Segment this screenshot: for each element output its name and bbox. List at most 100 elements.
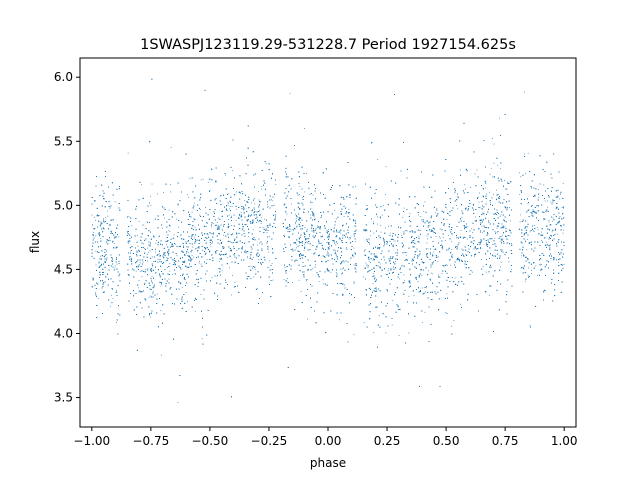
data-point bbox=[259, 242, 260, 244]
data-point bbox=[448, 249, 450, 251]
data-point bbox=[506, 188, 508, 190]
data-point bbox=[304, 243, 305, 245]
data-point bbox=[397, 305, 399, 307]
data-point bbox=[418, 214, 419, 216]
data-point bbox=[390, 268, 392, 269]
data-point bbox=[218, 261, 220, 262]
data-point bbox=[207, 234, 209, 236]
data-point bbox=[202, 178, 204, 180]
data-point bbox=[95, 235, 97, 237]
data-point bbox=[556, 206, 558, 208]
data-point bbox=[258, 221, 259, 223]
data-point bbox=[497, 165, 499, 167]
data-point bbox=[170, 191, 172, 193]
data-point bbox=[114, 267, 116, 269]
data-point bbox=[149, 250, 151, 252]
data-point bbox=[405, 254, 407, 256]
data-point bbox=[492, 138, 493, 139]
data-point bbox=[538, 197, 540, 199]
data-point bbox=[476, 169, 478, 171]
data-point bbox=[499, 117, 500, 119]
data-point bbox=[223, 254, 225, 255]
data-point bbox=[211, 226, 212, 228]
data-point bbox=[202, 250, 204, 252]
data-point bbox=[300, 291, 302, 292]
data-point bbox=[404, 231, 405, 233]
data-point bbox=[387, 270, 389, 272]
data-point bbox=[523, 267, 525, 269]
data-point bbox=[420, 216, 422, 217]
data-point bbox=[231, 215, 232, 217]
data-point bbox=[488, 220, 489, 221]
data-point bbox=[159, 260, 160, 262]
data-point bbox=[390, 256, 392, 257]
data-point bbox=[474, 173, 476, 175]
data-point bbox=[172, 259, 174, 261]
data-point bbox=[150, 316, 151, 318]
data-point bbox=[502, 238, 504, 240]
data-point bbox=[181, 251, 183, 253]
data-point bbox=[231, 242, 232, 243]
data-point bbox=[112, 298, 114, 299]
data-point bbox=[555, 208, 557, 210]
data-point bbox=[499, 266, 501, 268]
data-point bbox=[473, 248, 475, 250]
data-point bbox=[148, 252, 150, 253]
data-point bbox=[519, 194, 521, 196]
data-point bbox=[95, 251, 97, 252]
data-point bbox=[169, 231, 171, 233]
data-point bbox=[176, 254, 178, 256]
data-point bbox=[107, 215, 109, 217]
data-point bbox=[399, 278, 401, 280]
data-point bbox=[529, 324, 531, 326]
data-point bbox=[152, 290, 154, 292]
data-point bbox=[295, 213, 297, 215]
data-point bbox=[451, 241, 453, 243]
data-point bbox=[308, 238, 310, 239]
data-point bbox=[221, 211, 222, 212]
data-point bbox=[148, 284, 150, 286]
data-point bbox=[469, 187, 471, 188]
data-point bbox=[377, 223, 378, 225]
data-point bbox=[187, 301, 188, 302]
data-point bbox=[114, 201, 116, 203]
data-point bbox=[155, 248, 156, 250]
data-point bbox=[153, 261, 155, 262]
data-point bbox=[522, 266, 524, 268]
data-point bbox=[421, 287, 423, 289]
data-point bbox=[151, 275, 153, 277]
data-point bbox=[537, 189, 539, 190]
data-point bbox=[136, 250, 138, 252]
data-point bbox=[506, 236, 508, 238]
data-point bbox=[417, 256, 419, 258]
data-point bbox=[449, 229, 451, 231]
data-point bbox=[177, 204, 179, 206]
data-point bbox=[500, 262, 502, 263]
data-point bbox=[127, 152, 129, 154]
data-point bbox=[188, 252, 190, 253]
data-point bbox=[291, 229, 293, 231]
data-point bbox=[137, 287, 139, 289]
data-point bbox=[474, 220, 476, 222]
data-point bbox=[465, 188, 466, 190]
data-point bbox=[388, 268, 390, 269]
data-point bbox=[430, 272, 432, 274]
data-point bbox=[383, 205, 384, 207]
data-point bbox=[284, 267, 286, 268]
data-point bbox=[413, 295, 415, 297]
data-point bbox=[160, 309, 162, 311]
data-point bbox=[563, 229, 565, 231]
data-point bbox=[454, 284, 456, 286]
data-point bbox=[472, 232, 473, 234]
data-point bbox=[442, 237, 444, 238]
data-point bbox=[379, 217, 381, 219]
data-point bbox=[385, 332, 387, 334]
data-point bbox=[156, 193, 158, 195]
data-point bbox=[545, 241, 547, 243]
data-point bbox=[304, 128, 305, 129]
data-point bbox=[376, 289, 377, 291]
data-point bbox=[464, 184, 466, 186]
data-point bbox=[253, 208, 255, 210]
data-point bbox=[562, 232, 564, 234]
